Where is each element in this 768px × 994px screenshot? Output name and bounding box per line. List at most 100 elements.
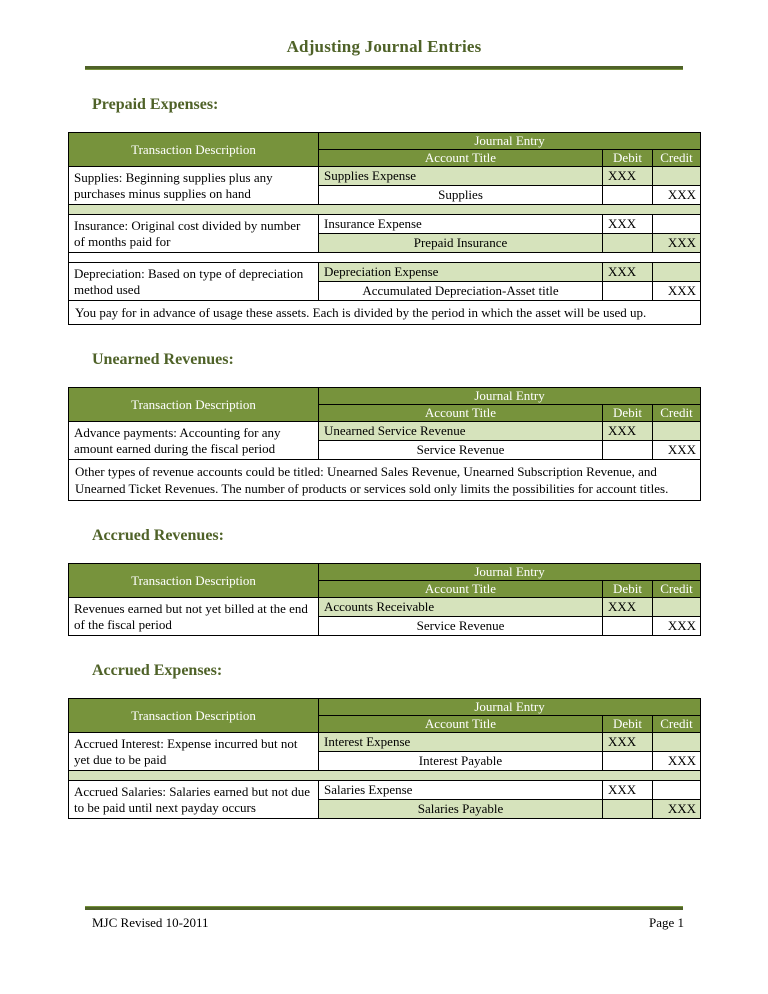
entry-debit-row: Accrued Interest: Expense incurred but n… xyxy=(68,732,702,771)
credit-amount-cell: XXX xyxy=(651,751,702,771)
empty-credit-cell xyxy=(651,421,702,441)
journal-table-accrued-revenues: Transaction Description Journal Entry Acco… xyxy=(68,563,702,636)
col-header-transaction-description: Transaction Description xyxy=(68,132,319,167)
credit-account-cell: Prepaid Insurance xyxy=(318,233,603,253)
empty-debit-cell xyxy=(602,751,653,771)
empty-credit-cell xyxy=(651,597,702,617)
table-note: You pay for in advance of usage these as… xyxy=(67,300,702,325)
section-heading-accrued-expenses: Accrued Expenses: xyxy=(92,662,223,679)
credit-account-cell: Accumulated Depreciation-Asset title xyxy=(318,281,603,301)
footer-row: MJC Revised 10-2011 Page 1 xyxy=(92,915,684,931)
debit-account-cell: Depreciation Expense xyxy=(318,262,603,282)
empty-credit-cell xyxy=(651,732,702,752)
transaction-description-cell: Accrued Interest: Expense incurred but n… xyxy=(68,732,319,771)
debit-amount-cell: XXX xyxy=(602,597,653,617)
col-header-account-title: Account Title xyxy=(318,715,603,733)
header-row-journal-entry: Transaction Description Journal Entry xyxy=(68,132,702,167)
col-header-debit: Debit xyxy=(602,404,653,422)
debit-account-cell: Accounts Receivable xyxy=(318,597,603,617)
journal-table-unearned-revenues: Transaction Description Journal Entry Acco… xyxy=(67,387,702,501)
entry-credit-row: Service Revenue XXX xyxy=(69,440,702,460)
col-header-transaction-description: Transaction Description xyxy=(68,698,319,733)
empty-credit-cell xyxy=(651,166,702,186)
footer-revision-text: MJC Revised 10-2011 xyxy=(92,915,209,930)
note-row: Other types of revenue accounts could be… xyxy=(67,459,702,501)
entry-credit-row: Prepaid Insurance XXX xyxy=(69,233,702,253)
entry-debit-row: Supplies: Beginning supplies plus any pu… xyxy=(68,166,702,205)
entry-credit-row: Salaries Payable XXX xyxy=(69,799,702,819)
debit-account-cell: Salaries Expense xyxy=(318,780,603,800)
credit-account-cell: Interest Payable xyxy=(318,751,603,771)
debit-amount-cell: XXX xyxy=(602,732,653,752)
empty-debit-cell xyxy=(602,799,653,819)
footer-rule xyxy=(85,906,683,910)
credit-account-cell: Service Revenue xyxy=(318,616,603,636)
col-header-transaction-description: Transaction Description xyxy=(68,387,319,422)
journal-table-prepaid-expenses: Transaction Description Journal Entry Acco… xyxy=(67,132,702,325)
spacer-cell xyxy=(67,252,702,263)
col-header-credit: Credit xyxy=(651,715,702,733)
transaction-description-cell: Insurance: Original cost divided by numb… xyxy=(68,214,319,253)
col-header-debit: Debit xyxy=(602,580,653,598)
transaction-description-cell: Revenues earned but not yet billed at th… xyxy=(68,597,319,636)
credit-amount-cell: XXX xyxy=(651,233,702,253)
col-header-journal-entry: Journal Entry xyxy=(317,132,702,150)
debit-amount-cell: XXX xyxy=(602,780,653,800)
spacer-row xyxy=(67,252,702,263)
title-rule xyxy=(85,66,683,70)
debit-account-cell: Supplies Expense xyxy=(318,166,603,186)
empty-credit-cell xyxy=(651,214,702,234)
note-row: You pay for in advance of usage these as… xyxy=(67,300,702,325)
spacer-cell xyxy=(67,770,702,781)
journal-table-accrued-expenses: Transaction Description Journal Entry Acco… xyxy=(67,698,702,819)
credit-amount-cell: XXX xyxy=(651,440,702,460)
entry-debit-row: Revenues earned but not yet billed at th… xyxy=(68,597,702,636)
empty-debit-cell xyxy=(602,616,653,636)
header-row-journal-entry: Transaction Description Journal Entry xyxy=(68,698,702,733)
sections-container: Prepaid Expenses: Transaction Description… xyxy=(0,96,768,819)
footer-page-number: Page 1 xyxy=(648,915,684,930)
debit-account-cell: Insurance Expense xyxy=(318,214,603,234)
debit-amount-cell: XXX xyxy=(602,214,653,234)
col-header-credit: Credit xyxy=(651,149,702,167)
credit-amount-cell: XXX xyxy=(651,799,702,819)
col-header-transaction-description: Transaction Description xyxy=(68,563,319,598)
header-row-journal-entry: Transaction Description Journal Entry xyxy=(68,563,702,598)
col-header-credit: Credit xyxy=(651,404,702,422)
header-row-columns: Account Title Debit Credit xyxy=(69,404,702,422)
debit-account-cell: Unearned Service Revenue xyxy=(318,421,603,441)
transaction-description-cell: Depreciation: Based on type of depreciat… xyxy=(68,262,319,301)
transaction-description-cell: Accrued Salaries: Salaries earned but no… xyxy=(68,780,319,819)
table-note: Other types of revenue accounts could be… xyxy=(67,459,702,501)
col-header-debit: Debit xyxy=(602,715,653,733)
empty-debit-cell xyxy=(602,440,653,460)
empty-debit-cell xyxy=(602,185,653,205)
entry-debit-row: Depreciation: Based on type of depreciat… xyxy=(68,262,702,301)
col-header-journal-entry: Journal Entry xyxy=(317,698,702,716)
col-header-credit: Credit xyxy=(651,580,702,598)
empty-credit-cell xyxy=(651,780,702,800)
header-row-columns: Account Title Debit Credit xyxy=(69,149,702,167)
entry-credit-row: Service Revenue XXX xyxy=(69,616,702,636)
entry-debit-row: Insurance: Original cost divided by numb… xyxy=(68,214,702,253)
empty-credit-cell xyxy=(651,262,702,282)
debit-amount-cell: XXX xyxy=(602,262,653,282)
credit-account-cell: Salaries Payable xyxy=(318,799,603,819)
spacer-row xyxy=(67,204,702,215)
section-heading-prepaid-expenses: Prepaid Expenses: xyxy=(92,96,219,113)
col-header-debit: Debit xyxy=(602,149,653,167)
credit-account-cell: Supplies xyxy=(318,185,603,205)
col-header-account-title: Account Title xyxy=(318,149,603,167)
credit-amount-cell: XXX xyxy=(651,616,702,636)
section-heading-accrued-revenues: Accrued Revenues: xyxy=(92,527,224,544)
section-heading-unearned-revenues: Unearned Revenues: xyxy=(92,351,234,368)
transaction-description-cell: Advance payments: Accounting for any amo… xyxy=(68,421,319,460)
spacer-cell xyxy=(67,204,702,215)
col-header-journal-entry: Journal Entry xyxy=(317,563,702,581)
credit-amount-cell: XXX xyxy=(651,185,702,205)
entry-debit-row: Accrued Salaries: Salaries earned but no… xyxy=(68,780,702,819)
col-header-account-title: Account Title xyxy=(318,580,603,598)
page-title: Adjusting Journal Entries xyxy=(286,37,482,56)
col-header-journal-entry: Journal Entry xyxy=(317,387,702,405)
